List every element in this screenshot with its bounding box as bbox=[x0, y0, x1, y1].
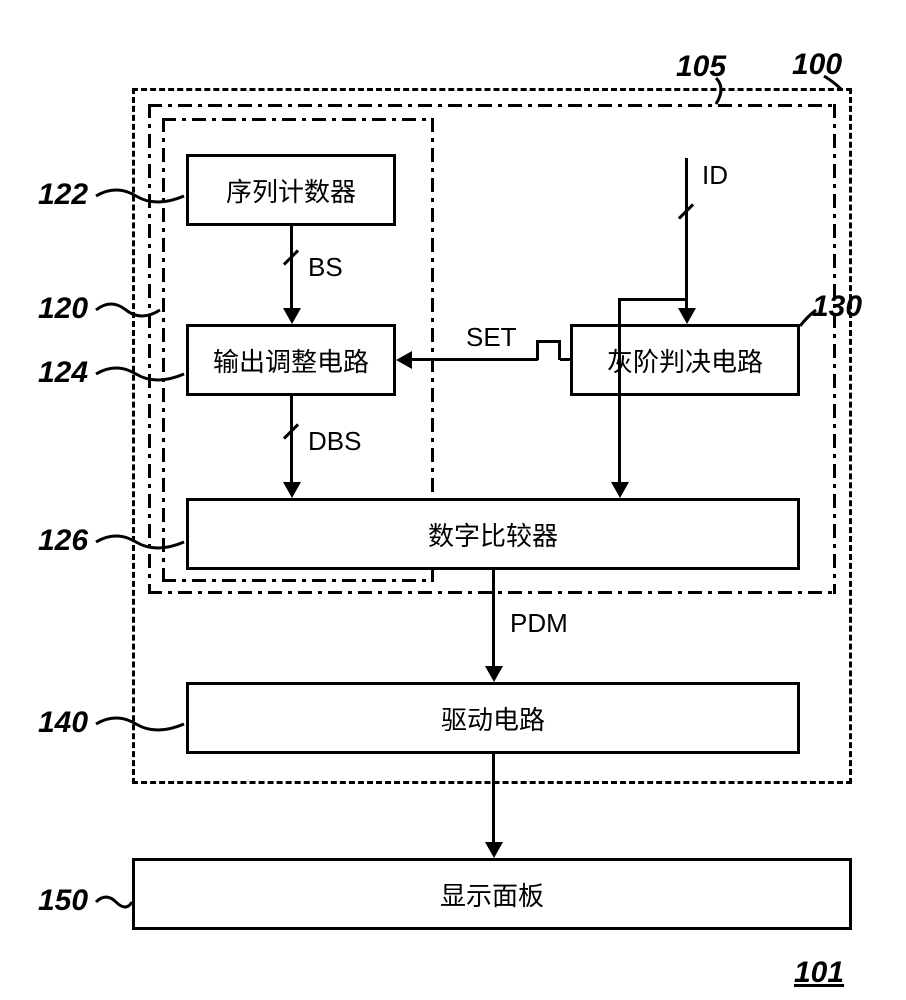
arrow-dbs-head bbox=[283, 482, 301, 498]
block-digital-comparator-label: 数字比较器 bbox=[428, 516, 558, 553]
ref-124: 124 bbox=[38, 356, 88, 390]
leader-126 bbox=[96, 530, 188, 559]
arrow-set-jog-down bbox=[536, 340, 539, 360]
arrow-pdm-head bbox=[485, 666, 503, 682]
arrow-id-branch-v bbox=[618, 298, 621, 398]
leader-122 bbox=[96, 184, 188, 213]
signal-id: ID bbox=[702, 160, 728, 191]
arrow-id-branch-h bbox=[618, 298, 688, 301]
arrow-set-head bbox=[396, 351, 412, 369]
ref-126: 126 bbox=[38, 524, 88, 558]
arrow-set-jog-up bbox=[558, 340, 561, 360]
block-gray-decision-label: 灰阶判决电路 bbox=[607, 342, 763, 379]
arrow-set-line-1 bbox=[560, 358, 572, 361]
arrow-pdm-line bbox=[492, 570, 495, 666]
ref-140: 140 bbox=[38, 706, 88, 740]
block-gray-decision: 灰阶判决电路 bbox=[570, 324, 800, 396]
ref-150: 150 bbox=[38, 884, 88, 918]
arrow-id-to-comp-head bbox=[611, 482, 629, 498]
arrow-dbs-line bbox=[290, 396, 293, 482]
signal-bs: BS bbox=[308, 252, 343, 283]
leader-120 bbox=[96, 298, 164, 327]
block-output-adjust: 输出调整电路 bbox=[186, 324, 396, 396]
arrow-drv-panel-line bbox=[492, 754, 495, 842]
leader-150 bbox=[96, 890, 136, 919]
block-display-panel: 显示面板 bbox=[132, 858, 852, 930]
block-sequence-counter-label: 序列计数器 bbox=[226, 172, 356, 209]
leader-140 bbox=[96, 712, 188, 741]
block-sequence-counter: 序列计数器 bbox=[186, 154, 396, 226]
leader-100 bbox=[824, 76, 844, 97]
block-digital-comparator: 数字比较器 bbox=[186, 498, 800, 570]
block-output-adjust-label: 输出调整电路 bbox=[213, 342, 369, 379]
arrow-set-line-2 bbox=[412, 358, 538, 361]
signal-set: SET bbox=[466, 322, 517, 353]
leader-130 bbox=[798, 310, 820, 335]
block-driver-circuit: 驱动电路 bbox=[186, 682, 800, 754]
arrow-bs-line bbox=[290, 226, 293, 308]
arrow-set-jog-top bbox=[538, 340, 560, 343]
arrow-id-line bbox=[685, 158, 688, 308]
ref-101: 101 bbox=[794, 956, 844, 990]
arrow-id-head bbox=[678, 308, 696, 324]
signal-pdm: PDM bbox=[510, 608, 568, 639]
ref-120: 120 bbox=[38, 292, 88, 326]
leader-105 bbox=[712, 78, 732, 111]
arrow-drv-panel-head bbox=[485, 842, 503, 858]
diagram-canvas: 序列计数器 输出调整电路 灰阶判决电路 数字比较器 驱动电路 显示面板 ID B… bbox=[0, 0, 906, 1000]
block-display-panel-label: 显示面板 bbox=[440, 876, 544, 913]
arrow-bs-head bbox=[283, 308, 301, 324]
block-driver-circuit-label: 驱动电路 bbox=[441, 700, 545, 737]
arrow-id-to-comp-line bbox=[618, 396, 621, 482]
ref-122: 122 bbox=[38, 178, 88, 212]
leader-124 bbox=[96, 362, 188, 391]
signal-dbs: DBS bbox=[308, 426, 361, 457]
